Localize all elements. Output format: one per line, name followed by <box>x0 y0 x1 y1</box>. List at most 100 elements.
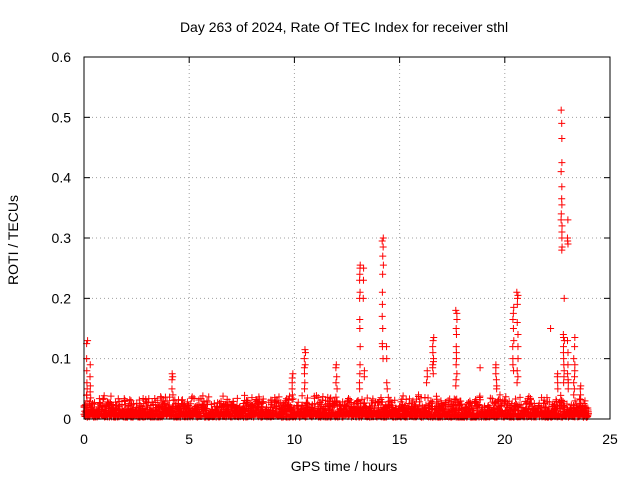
data-point <box>571 334 579 342</box>
data-point <box>203 405 211 413</box>
data-point <box>233 394 241 402</box>
data-point <box>317 400 325 408</box>
data-point <box>168 376 176 384</box>
y-tick-labels: 0 0.1 0.2 0.3 0.4 0.5 0.6 <box>52 49 72 427</box>
y-tick-label: 0.2 <box>52 290 72 306</box>
data-point <box>513 288 521 296</box>
data-point <box>576 385 584 393</box>
x-tick-labels: 0 5 10 15 20 25 <box>80 431 618 447</box>
data-point <box>379 325 387 332</box>
data-point <box>557 106 565 114</box>
data-point <box>452 331 460 339</box>
data-point <box>453 395 461 403</box>
grid-lines <box>84 57 610 419</box>
data-point <box>257 403 265 411</box>
data-point <box>135 396 143 404</box>
data-point <box>516 393 524 401</box>
data-point <box>509 315 517 323</box>
data-point <box>560 334 568 342</box>
data-point <box>298 392 306 400</box>
data-point <box>356 385 364 393</box>
data-point <box>259 395 267 403</box>
data-point <box>547 325 555 332</box>
data-point <box>128 401 136 409</box>
data-point <box>300 364 308 372</box>
data-point <box>83 379 91 387</box>
data-point <box>452 349 460 357</box>
data-point <box>379 270 387 278</box>
data-point <box>558 134 566 142</box>
data-point <box>571 343 579 351</box>
data-point <box>332 364 340 372</box>
data-point <box>99 396 107 404</box>
data-point <box>481 402 489 410</box>
data-point <box>333 373 341 381</box>
data-point <box>205 393 213 401</box>
data-point <box>559 343 567 351</box>
data-point <box>558 201 566 209</box>
data-point <box>318 396 326 404</box>
data-point <box>558 183 566 191</box>
data-point <box>558 228 566 236</box>
y-tick-label: 0 <box>63 411 71 427</box>
data-point <box>378 300 386 308</box>
data-point <box>230 400 238 408</box>
data-point <box>571 367 579 375</box>
data-point <box>510 303 518 311</box>
data-point <box>429 364 437 372</box>
data-point <box>383 379 391 387</box>
data-point <box>275 393 283 401</box>
data-point <box>383 343 391 351</box>
data-point <box>332 379 340 387</box>
data-point <box>355 379 363 387</box>
data-point <box>300 355 308 363</box>
data-point <box>429 358 437 366</box>
data-point <box>219 392 227 400</box>
x-axis-label: GPS time / hours <box>291 458 398 474</box>
data-point <box>333 385 341 393</box>
data-point <box>444 397 452 405</box>
data-point <box>429 343 437 351</box>
data-point <box>333 397 341 405</box>
x-tick-label: 25 <box>602 431 618 447</box>
data-point <box>430 334 438 342</box>
data-point <box>527 396 535 404</box>
data-point <box>289 370 297 378</box>
data-point <box>558 222 566 230</box>
data-point <box>441 400 449 408</box>
data-point <box>294 398 302 406</box>
data-point <box>87 394 95 402</box>
data-point <box>557 210 565 218</box>
data-point <box>452 306 460 314</box>
data-point <box>86 373 94 381</box>
data-point <box>345 394 353 402</box>
x-tick-label: 5 <box>185 431 193 447</box>
data-point <box>169 391 177 399</box>
data-point <box>353 398 361 406</box>
data-point <box>378 288 386 296</box>
data-point <box>571 397 579 405</box>
data-point <box>453 309 461 317</box>
data-point <box>558 119 566 127</box>
data-point <box>302 349 310 357</box>
data-point <box>513 402 521 410</box>
data-point <box>86 361 94 369</box>
data-point <box>553 373 561 381</box>
data-point <box>86 382 94 390</box>
data-point <box>359 276 367 284</box>
data-point <box>263 405 271 413</box>
data-point <box>301 346 309 354</box>
data-point <box>402 395 410 403</box>
data-point <box>560 367 568 375</box>
data-point <box>288 379 296 387</box>
data-point <box>399 392 407 400</box>
data-point <box>560 355 568 363</box>
data-point <box>564 216 572 224</box>
data-point <box>356 270 364 278</box>
data-point <box>584 409 592 417</box>
data-point <box>552 406 560 414</box>
data-point <box>378 312 386 320</box>
data-point <box>244 396 252 404</box>
data-point <box>452 382 460 390</box>
